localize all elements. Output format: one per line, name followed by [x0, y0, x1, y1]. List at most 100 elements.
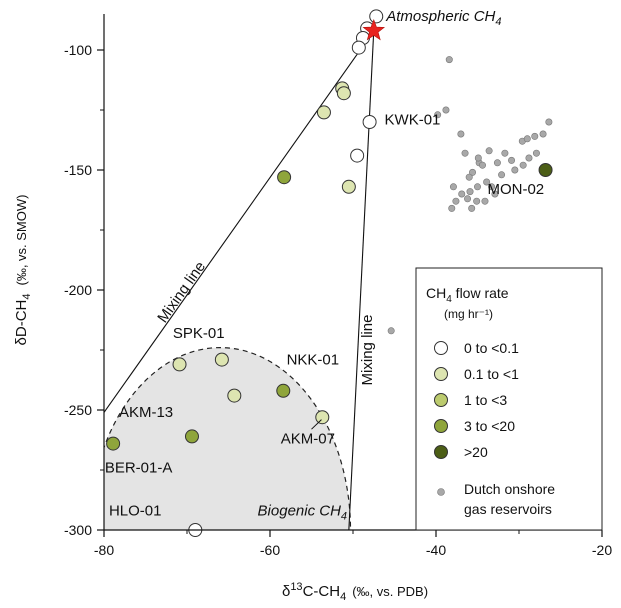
- mixing-line-label-2: Mixing line: [359, 315, 376, 386]
- site-point: [172, 357, 187, 372]
- legend-title-rest: flow rate: [452, 285, 509, 301]
- legend-entry-label: 3 to <20: [464, 418, 515, 434]
- reservoir-point: [452, 197, 460, 205]
- biogenic-region-boundary: [104, 347, 352, 530]
- site-label: AKM-07: [281, 431, 335, 448]
- legend-marker: [434, 341, 448, 355]
- x-axis-title-main: C-CH: [303, 583, 341, 600]
- reservoir-point: [458, 190, 466, 198]
- reservoir-point: [545, 118, 553, 126]
- x-axis-title: δ13C-CH4 (‰, vs. PDB): [282, 581, 428, 603]
- reservoir-point: [445, 56, 453, 64]
- y-axis-title-unit: (‰, vs. SMOW): [14, 195, 29, 286]
- site-point: [336, 86, 351, 101]
- legend-unit: (mg hr⁻¹): [444, 307, 493, 321]
- x-axis-title-sup: 13: [290, 581, 302, 593]
- site-point: [362, 115, 377, 129]
- site-label: SPK-01: [173, 325, 225, 342]
- reservoir-point: [442, 106, 450, 114]
- y-tick-label: -150: [64, 162, 92, 178]
- site-point: [350, 148, 365, 163]
- reservoir-point: [511, 166, 519, 174]
- legend-marker: [434, 445, 448, 459]
- site-label: MON-02: [487, 181, 544, 198]
- reservoir-point: [473, 197, 481, 205]
- x-tick-label: -20: [592, 542, 612, 558]
- reservoir-point: [485, 147, 493, 155]
- reservoir-point: [493, 159, 501, 167]
- site-point: [277, 170, 292, 185]
- y-tick-label: -100: [64, 42, 92, 58]
- reservoir-point: [464, 195, 472, 203]
- reservoir-point: [531, 132, 539, 140]
- y-tick-label: -250: [64, 402, 92, 418]
- reservoir-point: [519, 161, 527, 169]
- site-point: [227, 388, 242, 403]
- reservoir-point: [498, 171, 506, 179]
- y-axis-title-main: δD-CH: [13, 300, 30, 346]
- x-axis-title-unit: (‰, vs. PDB): [352, 584, 428, 599]
- mixing-line-2: [348, 30, 375, 530]
- legend-entry-label: >20: [464, 444, 488, 460]
- legend-title: CH4 flow rate: [426, 285, 509, 305]
- reservoir-point: [488, 183, 496, 191]
- atmospheric-star-icon: [362, 18, 386, 41]
- site-point: [214, 352, 229, 367]
- reservoir-point: [491, 190, 499, 198]
- reservoir-point: [481, 197, 489, 205]
- site-point: [351, 40, 366, 55]
- legend-reservoir-marker: [437, 488, 445, 496]
- y-axis-title: δD-CH4 (‰, vs. SMOW): [13, 195, 33, 346]
- reservoir-point: [387, 327, 395, 335]
- reservoir-point: [539, 130, 547, 138]
- site-label: KWK-01: [385, 111, 441, 128]
- site-label: HLO-01: [109, 503, 162, 520]
- reservoir-point: [449, 183, 457, 191]
- site-point: [276, 383, 291, 398]
- reservoir-point: [473, 183, 481, 191]
- legend-reservoir-label-2: gas reservoirs: [464, 501, 552, 517]
- reservoir-point: [532, 149, 540, 157]
- reservoir-point: [461, 149, 469, 157]
- reservoir-point: [501, 149, 509, 157]
- reservoir-point: [483, 178, 491, 186]
- site-point: [106, 436, 121, 451]
- site-label: AKM-13: [119, 404, 173, 421]
- biogenic-label-main: Biogenic CH: [258, 503, 342, 520]
- reservoir-point: [448, 204, 456, 212]
- site-point: [538, 163, 553, 177]
- site-label: NKK-01: [287, 351, 340, 368]
- reservoir-point: [465, 173, 473, 181]
- reservoir-point: [523, 135, 531, 143]
- legend-title-main: CH: [426, 285, 446, 301]
- y-tick-label: -200: [64, 282, 92, 298]
- legend-reservoir-label-1: Dutch onshore: [464, 481, 555, 497]
- site-label: BER-01-A: [105, 459, 173, 476]
- legend: CH4 flow rate (mg hr⁻¹) 0 to <0.1 0.1 to …: [415, 267, 603, 531]
- site-point: [369, 9, 384, 24]
- x-axis-title-sub: 4: [340, 591, 346, 603]
- reservoir-point: [508, 156, 516, 164]
- reservoir-point: [468, 204, 476, 212]
- site-point: [315, 410, 330, 425]
- reservoir-point: [466, 188, 474, 196]
- akm07-leader-line: [311, 419, 322, 430]
- atmospheric-label: Atmospheric CH4: [385, 8, 501, 28]
- reservoir-point: [525, 154, 533, 162]
- reservoir-point: [434, 111, 442, 119]
- reservoir-point: [469, 168, 477, 176]
- biogenic-label-sub: 4: [341, 511, 347, 523]
- x-axis-title-base: δ: [282, 583, 290, 600]
- legend-marker: [434, 367, 448, 381]
- legend-entry-label: 0.1 to <1: [464, 366, 519, 382]
- x-tick-label: -40: [426, 542, 446, 558]
- site-point: [316, 105, 331, 120]
- atmospheric-label-main: Atmospheric CH: [385, 8, 495, 25]
- legend-marker: [434, 419, 448, 433]
- reservoir-point: [478, 161, 486, 169]
- x-tick-label: -80: [94, 542, 114, 558]
- x-tick-label: -60: [260, 542, 280, 558]
- atmospheric-label-sub: 4: [495, 16, 501, 28]
- site-point: [184, 429, 199, 444]
